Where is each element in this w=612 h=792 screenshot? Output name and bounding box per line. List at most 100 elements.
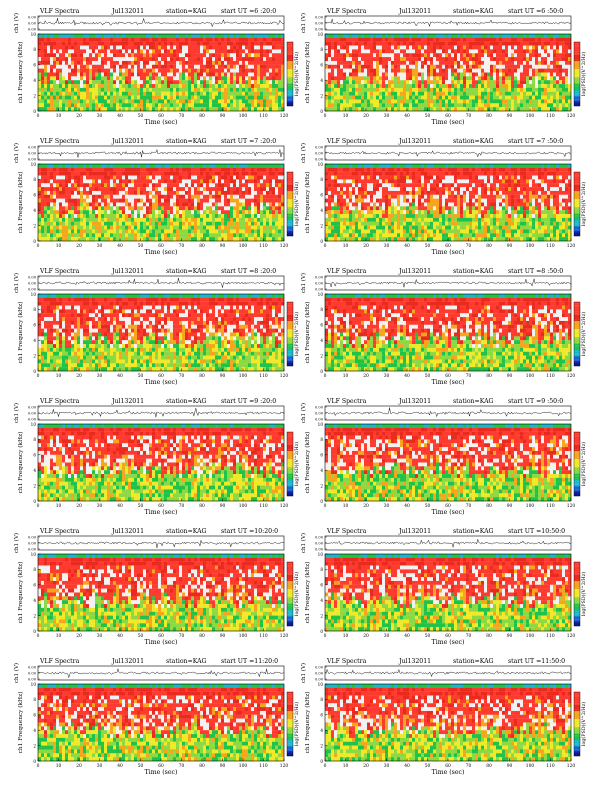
spectrogram-cell <box>119 53 122 57</box>
spectrogram-cell <box>568 92 571 96</box>
spectrogram-cell <box>269 34 272 38</box>
spectrogram-cell <box>209 176 212 180</box>
spectrogram-cell <box>167 218 170 222</box>
spectrogram-cell <box>77 172 80 176</box>
spectrogram-cell <box>397 46 400 50</box>
spectrogram-cell <box>140 206 143 210</box>
spectrogram-cell <box>251 61 254 65</box>
spectrogram-cell <box>248 222 251 226</box>
spectrogram-cell <box>164 42 167 46</box>
spectrogram-cell <box>101 172 104 176</box>
spectrogram-cell <box>508 46 511 50</box>
spectrogram-cell <box>547 61 550 65</box>
spectrogram-cell <box>152 222 155 226</box>
spectrogram-cell <box>116 233 119 237</box>
spectrogram-cell <box>38 96 41 100</box>
spectrogram-cell <box>397 34 400 38</box>
spectrogram-cell <box>394 34 397 38</box>
spectrogram-cell <box>541 84 544 88</box>
spectrogram-cell <box>71 88 74 92</box>
spectrogram-cell <box>218 80 221 84</box>
spectrogram-cell <box>107 191 110 195</box>
spectrogram-cell <box>403 61 406 65</box>
spectrogram-cell <box>532 49 535 53</box>
spectrogram-cell <box>556 61 559 65</box>
spectrogram-cell <box>490 73 493 77</box>
spectrogram-cell <box>331 92 334 96</box>
spectrogram-cell <box>215 233 218 237</box>
spectrogram-cell <box>406 42 409 46</box>
spectrogram-cell <box>355 76 358 80</box>
spectrogram-cell <box>538 76 541 80</box>
spectrogram-cell <box>233 57 236 61</box>
spectrogram-cell <box>101 99 104 103</box>
spectrogram-cell <box>352 88 355 92</box>
spectrogram-cell <box>418 34 421 38</box>
spectrogram-cell <box>50 34 53 38</box>
spectrogram-cell <box>275 42 278 46</box>
spectrogram-cell <box>116 164 119 168</box>
spectrogram-cell <box>227 210 230 214</box>
spectrogram-cell <box>394 73 397 77</box>
spectrogram-cell <box>547 88 550 92</box>
spectrogram-cell <box>110 34 113 38</box>
panel-station: station=KAG <box>166 138 207 145</box>
spectrogram-cell <box>403 80 406 84</box>
spectrogram-cell <box>439 49 442 53</box>
spectrogram-cell <box>65 65 68 69</box>
spectrogram-cell <box>89 179 92 183</box>
spectrogram-cell <box>391 65 394 69</box>
spectrogram-cell <box>553 96 556 100</box>
spectrogram-cell <box>197 199 200 203</box>
spectrogram-cell <box>499 38 502 42</box>
spectrogram-cell <box>203 222 206 226</box>
spectrogram-cell <box>553 84 556 88</box>
spectrogram-cell <box>167 69 170 73</box>
spectrogram-cell <box>125 187 128 191</box>
spectrogram-cell <box>475 88 478 92</box>
spectrogram-cell <box>212 53 215 57</box>
spectrogram-cell <box>254 237 257 241</box>
spectrogram-cell <box>532 73 535 77</box>
spectrogram-cell <box>101 210 104 214</box>
spectrogram-cell <box>472 61 475 65</box>
spectrogram-cell <box>505 57 508 61</box>
spectrogram-cell <box>454 65 457 69</box>
spectrogram-cell <box>203 210 206 214</box>
spectrogram-cell <box>388 73 391 77</box>
spectrogram-cell <box>568 46 571 50</box>
spectrogram-cell <box>538 103 541 107</box>
spectrogram-cell <box>68 96 71 100</box>
spectrogram-cell <box>71 80 74 84</box>
panel-station: station=KAG <box>166 8 207 15</box>
spectrogram-cell <box>89 168 92 172</box>
spectrogram-cell <box>260 96 263 100</box>
spectrogram-cell <box>502 38 505 42</box>
spectrogram-cell <box>424 57 427 61</box>
spectrogram-cell <box>355 42 358 46</box>
spectrogram-cell <box>364 42 367 46</box>
spectrogram-cell <box>146 103 149 107</box>
spectrogram-cell <box>44 92 47 96</box>
spectrogram-cell <box>236 99 239 103</box>
colorbar-step <box>287 79 293 81</box>
spectrogram-cell <box>481 38 484 42</box>
spectrogram-cell <box>98 179 101 183</box>
spectrogram-cell <box>92 229 95 233</box>
spectrogram-cell <box>152 164 155 168</box>
spectrogram-cell <box>107 103 110 107</box>
spectrogram-cell <box>59 57 62 61</box>
spectrogram-cell <box>331 46 334 50</box>
spectrogram-cell <box>122 76 125 80</box>
spectrogram-cell <box>80 42 83 46</box>
spectrogram-cell <box>38 229 41 233</box>
spectrogram-cell <box>80 222 83 226</box>
spectrogram-cell <box>50 49 53 53</box>
spectrogram-cell <box>275 57 278 61</box>
spectrogram-cell <box>47 226 50 230</box>
spectrogram-cell <box>224 103 227 107</box>
spectrogram-cell <box>113 233 116 237</box>
spectrogram-cell <box>248 34 251 38</box>
spectrogram-cell <box>454 73 457 77</box>
spectrogram-cell <box>272 99 275 103</box>
